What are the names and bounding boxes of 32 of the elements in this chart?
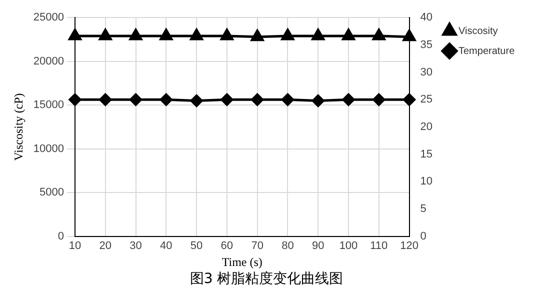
x-tick-label: 50 <box>190 240 203 252</box>
x-axis-title: Time (s) <box>222 254 262 269</box>
legend-label: Temperature <box>458 46 516 57</box>
x-tick-label: 20 <box>99 240 112 252</box>
x-tick-label: 110 <box>370 240 388 252</box>
text: 图3 树脂粘度变化曲线图 <box>188 270 344 288</box>
x-tick-label: 80 <box>282 240 294 252</box>
x-tick-label: 60 <box>220 240 234 252</box>
y2-tick-label: 15 <box>420 148 433 160</box>
x-tick-label: 30 <box>130 240 142 252</box>
y2-tick-label: 10 <box>420 176 433 188</box>
y2-tick-label: 35 <box>420 38 433 51</box>
x-tick-label: 100 <box>339 240 358 252</box>
y2-tick-label: 0 <box>420 230 426 242</box>
y-axis-title: Viscosity (cP) <box>11 93 26 161</box>
legend-label: Viscosity <box>458 26 498 37</box>
x-tick-label: 70 <box>251 240 264 252</box>
y-tick-label: 15000 <box>33 99 64 112</box>
y-tick-label: 20000 <box>33 55 64 68</box>
x-tick-label: 10 <box>68 240 82 252</box>
y2-tick-label: 40 <box>420 12 433 24</box>
y2-tick-label: 30 <box>420 66 433 78</box>
y-tick-label: 10000 <box>33 142 64 155</box>
x-tick-label: 120 <box>400 240 418 252</box>
y-tick-label: 0 <box>58 230 64 242</box>
y2-tick-label: 5 <box>420 203 426 216</box>
y2-tick-label: 20 <box>420 121 433 134</box>
x-tick-label: 90 <box>312 240 324 252</box>
y-tick-label: 5000 <box>40 186 64 199</box>
y2-tick-label: 25 <box>420 94 433 106</box>
y-tick-label: 25000 <box>33 12 64 24</box>
x-tick-label: 40 <box>160 240 172 252</box>
